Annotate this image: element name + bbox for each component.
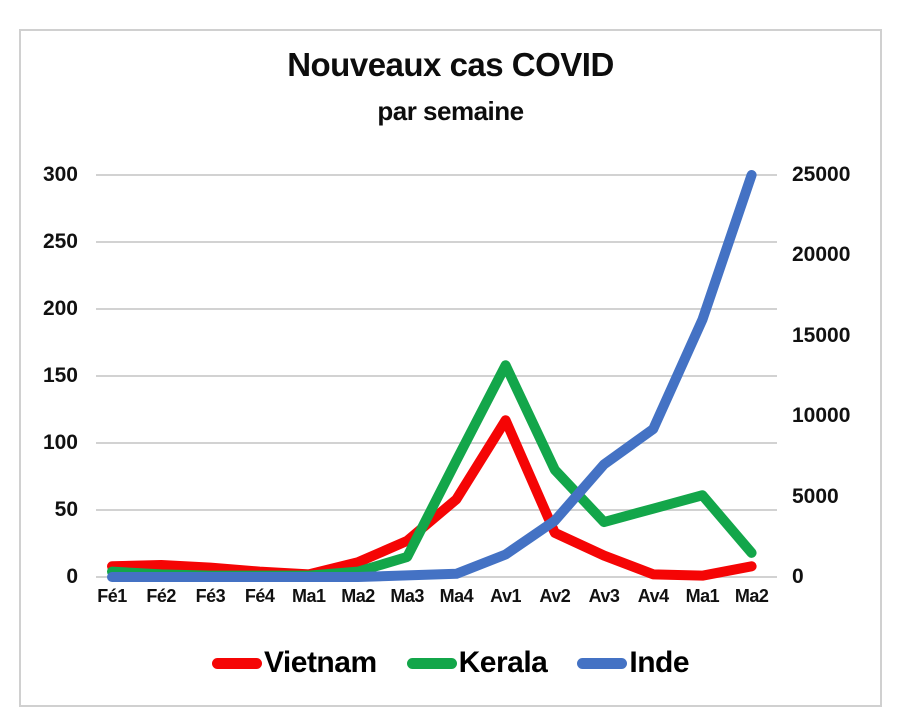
chart-frame (19, 29, 882, 707)
x-axis-tick: Ma2 (341, 586, 375, 606)
y-axis-left-tick: 50 (54, 498, 78, 521)
x-axis-tick: Ma3 (390, 586, 424, 606)
legend-label-kerala: Kerala (458, 646, 548, 679)
inde-line-swatch-icon (577, 657, 628, 669)
y-axis-right-tick: 5000 (792, 484, 839, 508)
y-axis-right-tick: 15000 (792, 323, 851, 347)
x-axis-tick: Ma1 (685, 586, 720, 606)
x-axis-tick: Av4 (637, 586, 669, 606)
legend-label-vietnam: Vietnam (263, 646, 377, 679)
legend-item-inde: Inde (577, 646, 690, 680)
y-axis-left-tick: 250 (42, 230, 78, 253)
inde-line (107, 170, 757, 582)
y-axis-right-tick: 25000 (792, 163, 851, 186)
legend-item-kerala: Kerala (406, 646, 548, 680)
x-axis-tick: Fé4 (244, 586, 275, 606)
legend-label-inde: Inde (629, 646, 690, 679)
x-axis-tick: Fé3 (195, 586, 226, 606)
kerala-line (107, 360, 757, 581)
x-axis-tick: Ma4 (439, 586, 474, 606)
x-axis-tick: Fé2 (146, 586, 176, 606)
y-axis-right-tick: 20000 (792, 243, 851, 267)
legend-item-vietnam: Vietnam (211, 646, 377, 680)
x-axis-tick: Av2 (539, 586, 571, 606)
x-axis-tick: Ma2 (734, 586, 769, 606)
vietnam-line-swatch-icon (211, 657, 262, 669)
y-axis-right-tick: 10000 (792, 404, 851, 428)
chart-subtitle: par semaine (377, 96, 524, 126)
y-axis-left-tick: 150 (42, 364, 78, 387)
y-axis-left-tick: 300 (42, 163, 78, 186)
x-axis-tick: Fé1 (97, 586, 127, 606)
kerala-line-swatch-icon (406, 657, 457, 669)
y-axis-left-tick: 200 (42, 297, 78, 320)
y-axis-left-tick: 0 (66, 565, 78, 588)
y-axis-left-tick: 100 (42, 431, 78, 454)
y-axis-right-tick: 0 (792, 565, 804, 588)
legend: Vietnam Kerala Inde (0, 646, 901, 680)
x-axis-tick: Ma1 (292, 586, 326, 606)
x-axis-tick: Av1 (490, 586, 522, 606)
x-axis-tick: Av3 (588, 586, 620, 606)
vietnam-line (107, 415, 757, 581)
chart-title: Nouveaux cas COVID (287, 46, 614, 83)
